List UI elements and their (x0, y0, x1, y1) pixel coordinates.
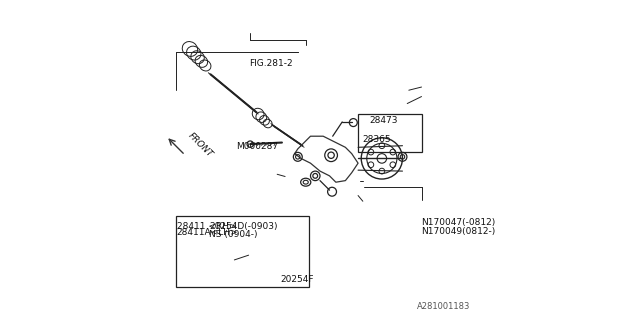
Text: 28365: 28365 (363, 135, 392, 144)
Text: 28473: 28473 (369, 116, 397, 125)
Text: M000287: M000287 (236, 141, 278, 150)
Text: 28411A<LH>: 28411A<LH> (177, 228, 238, 237)
Text: A281001183: A281001183 (417, 302, 470, 311)
Text: N170049(0812-): N170049(0812-) (422, 227, 496, 236)
Text: 20254F: 20254F (280, 276, 314, 284)
Text: NS (0904-): NS (0904-) (209, 230, 257, 239)
Bar (358, 114, 422, 152)
Text: N170047(-0812): N170047(-0812) (422, 218, 496, 227)
Text: 20254D(-0903): 20254D(-0903) (209, 222, 278, 231)
Bar (175, 215, 309, 287)
Text: FIG.281-2: FIG.281-2 (248, 60, 292, 68)
Text: FRONT: FRONT (186, 131, 214, 159)
Text: 28411 <RH>: 28411 <RH> (177, 222, 236, 231)
